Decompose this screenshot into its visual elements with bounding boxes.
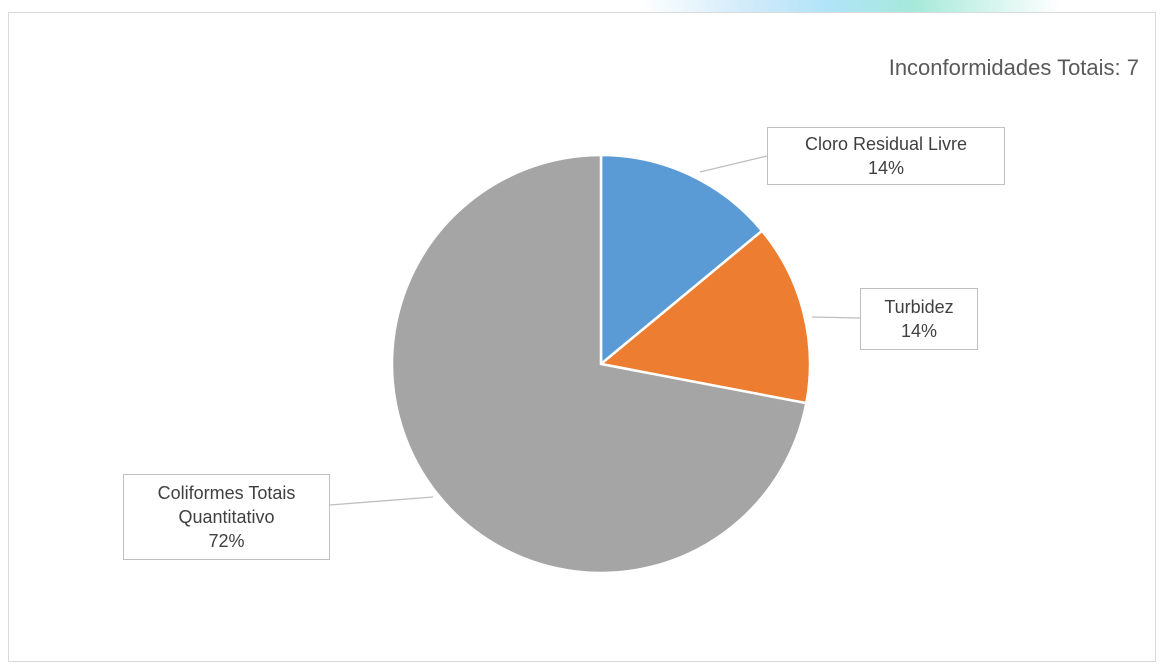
data-label-category: Cloro Residual Livre [804, 134, 968, 154]
data-label-cloro: Cloro Residual Livre 14% [767, 127, 1005, 185]
chart-title: Inconformidades Totais: 7 [888, 55, 1139, 80]
pie-slices [390, 153, 812, 575]
data-label-percent: 72% [208, 531, 245, 551]
data-label-coliformes: Coliformes Totais Quantitativo 72% [123, 474, 330, 560]
leader-line-turbidez [811, 316, 861, 319]
data-label-percent: 14% [900, 321, 938, 341]
data-label-category: Coliformes Totais Quantitativo [157, 483, 296, 527]
pie-slice-turbidez [598, 229, 812, 405]
leader-line-cloro [699, 155, 768, 173]
pie-slice-cloro [599, 153, 764, 367]
leader-line-coliformes [329, 496, 434, 506]
pie-slice-coliformes [390, 153, 808, 575]
leader-lines [329, 155, 861, 506]
data-label-turbidez: Turbidez 14% [860, 288, 978, 350]
data-label-category: Turbidez [884, 297, 954, 317]
data-label-percent: 14% [867, 158, 905, 178]
top-decorative-band [640, 0, 1060, 12]
